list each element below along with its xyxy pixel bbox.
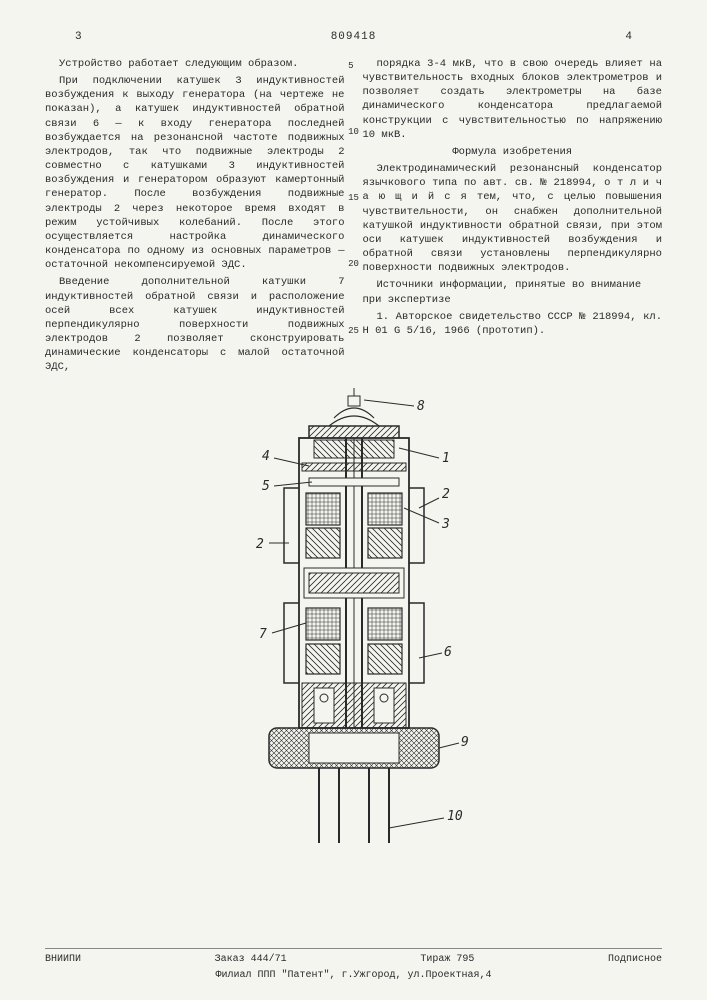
diagram-label-5: 5 xyxy=(262,479,270,494)
sources-heading: Источники информации, принятые во вниман… xyxy=(363,278,663,306)
line-marker: 25 xyxy=(348,325,359,337)
footer-tirazh: Тираж 795 xyxy=(420,953,474,967)
footer-org: ВНИИПИ xyxy=(45,953,81,967)
diagram-label-2: 2 xyxy=(256,537,264,552)
diagram-label-9: 9 xyxy=(461,735,469,750)
formula-heading: Формула изобретения xyxy=(363,145,663,159)
left-column: Устройство работает следующим образом. П… xyxy=(45,57,345,378)
diagram-label-4: 4 xyxy=(262,449,270,464)
line-number-gutter: 5 10 15 20 25 xyxy=(348,60,359,337)
page-number-right: 4 xyxy=(625,30,632,45)
paragraph: Электродинамический резонансный конденса… xyxy=(363,162,663,275)
line-marker: 10 xyxy=(348,126,359,138)
document-number: 809418 xyxy=(331,30,377,45)
diagram-label-7: 7 xyxy=(259,627,267,642)
page-footer: ВНИИПИ Заказ 444/71 Тираж 795 Подписное … xyxy=(45,948,662,982)
diagram-label-1: 1 xyxy=(442,451,450,466)
diagram-label-3: 3 xyxy=(441,517,450,532)
line-marker: 20 xyxy=(348,258,359,270)
footer-order: Заказ 444/71 xyxy=(215,953,287,967)
footer-address: Филиал ППП "Патент", г.Ужгород, ул.Проек… xyxy=(45,969,662,983)
line-marker: 15 xyxy=(348,192,359,204)
diagram-label-6: 6 xyxy=(444,645,452,660)
right-column: порядка 3-4 мкВ, что в свою очередь влия… xyxy=(363,57,663,378)
page-header: 3 809418 4 xyxy=(45,30,662,45)
line-marker: 5 xyxy=(348,60,359,72)
paragraph: Введение дополнительной катушки 7 индукт… xyxy=(45,275,345,374)
paragraph: порядка 3-4 мкВ, что в свою очередь влия… xyxy=(363,57,663,142)
diagram-label-2b: 2 xyxy=(442,487,450,502)
diagram-label-8: 8 xyxy=(417,399,425,414)
diagram-label-10: 10 xyxy=(447,809,463,824)
paragraph: Устройство работает следующим образом. xyxy=(45,57,345,71)
footer-sub: Подписное xyxy=(608,953,662,967)
capacitor-cross-section: 1 2 2 3 4 5 6 7 8 9 1 xyxy=(214,388,494,868)
technical-diagram: 1 2 2 3 4 5 6 7 8 9 1 xyxy=(45,388,662,868)
page-number-left: 3 xyxy=(75,30,82,45)
paragraph: При подключении катушек 3 индуктивностей… xyxy=(45,74,345,272)
paragraph: 1. Авторское свидетельство СССР № 218994… xyxy=(363,310,663,338)
